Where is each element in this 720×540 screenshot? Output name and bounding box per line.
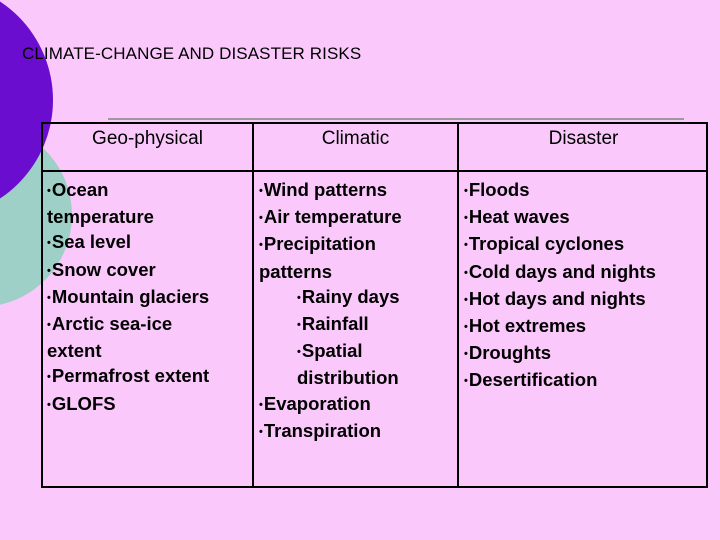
list-item: •Tropical cyclones — [464, 231, 704, 258]
list-item-text: Sea level — [51, 231, 132, 253]
list-item-text: Transpiration — [263, 419, 382, 441]
column-divider — [252, 124, 254, 486]
list-item: •Desertification — [464, 367, 704, 394]
list-item: •Rainfall — [259, 311, 454, 338]
header-geophysical: Geo-physical — [92, 128, 203, 149]
bullet-icon: • — [259, 398, 263, 411]
list-item: •Floods — [464, 177, 704, 204]
list-item: •Mountain glaciers — [47, 284, 247, 311]
list-item: •Cold days and nights — [464, 259, 704, 286]
list-item: •Permafrost extent — [47, 363, 247, 390]
list-item-text: Tropical cyclones — [468, 233, 625, 255]
bullet-icon: • — [47, 319, 51, 332]
bullet-icon: • — [47, 398, 51, 411]
column-divider — [457, 124, 459, 486]
bullet-icon: • — [464, 375, 468, 388]
disaster-list: •Floods •Heat waves •Tropical cyclones •Col… — [464, 177, 704, 395]
list-item: temperature — [47, 204, 247, 229]
bullet-icon: • — [259, 425, 263, 438]
list-item: •Arctic sea-ice — [47, 311, 247, 338]
bullet-icon: • — [47, 185, 51, 197]
list-item-text: Hot days and nights — [468, 287, 646, 309]
list-item-text: Arctic sea-ice — [51, 313, 173, 335]
list-item-text: Precipitation — [263, 233, 376, 255]
list-item-text: Spatial — [301, 340, 363, 362]
bullet-icon: • — [464, 185, 468, 197]
list-item: extent — [47, 338, 247, 363]
list-item-text: temperature — [47, 206, 154, 228]
list-item: •Droughts — [464, 340, 704, 367]
bullet-icon: • — [297, 291, 301, 304]
list-item-text: Mountain glaciers — [51, 285, 210, 307]
list-item: •Rainy days — [259, 284, 454, 311]
list-item: •Precipitation — [259, 231, 454, 258]
top-rule — [108, 118, 684, 120]
bullet-icon: • — [464, 239, 468, 252]
list-item: •Spatial — [259, 338, 454, 365]
purple-circle — [0, 1, 53, 199]
list-item: •Sea level — [47, 229, 247, 256]
bullet-icon: • — [464, 266, 468, 279]
bullet-icon: • — [259, 212, 263, 225]
climatic-list: •Wind patterns •Air temperature •Precipita… — [259, 177, 454, 445]
bullet-icon: • — [259, 185, 263, 197]
slide-title: CLIMATE-CHANGE AND DISASTER RISKS — [22, 44, 362, 63]
list-item-text: Evaporation — [263, 392, 371, 414]
list-item-text: Cold days and nights — [468, 260, 656, 282]
bullet-icon: • — [47, 264, 51, 277]
list-item-text: Ocean — [51, 179, 109, 200]
list-item: •Transpiration — [259, 418, 454, 445]
list-item-text: Snow cover — [51, 258, 156, 280]
bullet-icon: • — [297, 319, 301, 332]
list-item-text: patterns — [259, 260, 332, 282]
bullet-icon: • — [297, 346, 301, 359]
list-item: •Heat waves — [464, 204, 704, 231]
list-item: •Ocean — [47, 177, 247, 204]
list-item: •Wind patterns — [259, 177, 454, 204]
list-item-text: Heat waves — [468, 206, 570, 228]
list-item: •Evaporation — [259, 391, 454, 418]
bullet-icon: • — [464, 293, 468, 306]
list-item-text: Wind patterns — [263, 179, 388, 200]
list-item: distribution — [259, 365, 454, 390]
list-item-text: Rainy days — [301, 285, 400, 307]
bullet-icon: • — [259, 239, 263, 252]
header-divider — [43, 170, 706, 172]
list-item: •Snow cover — [47, 257, 247, 284]
list-item-text: Hot extremes — [468, 315, 587, 337]
bullet-icon: • — [464, 348, 468, 361]
list-item-text: Floods — [468, 179, 530, 200]
list-item: •GLOFS — [47, 391, 247, 418]
bullet-icon: • — [47, 237, 51, 250]
list-item-text: GLOFS — [51, 392, 116, 414]
list-item: patterns — [259, 259, 454, 284]
list-item-text: distribution — [297, 367, 399, 389]
list-item: •Hot extremes — [464, 313, 704, 340]
list-item-text: Desertification — [468, 369, 598, 391]
list-item-text: Air temperature — [263, 206, 402, 228]
list-item: •Hot days and nights — [464, 286, 704, 313]
bullet-icon: • — [464, 321, 468, 334]
list-item-text: Rainfall — [301, 313, 369, 335]
list-item-text: Droughts — [468, 342, 552, 364]
list-item: •Air temperature — [259, 204, 454, 231]
geophysical-list: •Ocean temperature •Sea level •Snow cover •M… — [47, 177, 247, 418]
bullet-icon: • — [47, 371, 51, 384]
list-item-text: Permafrost extent — [51, 365, 210, 387]
header-climatic: Climatic — [321, 128, 390, 149]
bullet-icon: • — [47, 291, 51, 304]
bullet-icon: • — [464, 212, 468, 225]
header-disaster: Disaster — [548, 128, 619, 149]
risk-table: Geo-physical Climatic Disaster •Ocean tem… — [41, 122, 708, 488]
list-item-text: extent — [47, 340, 102, 362]
